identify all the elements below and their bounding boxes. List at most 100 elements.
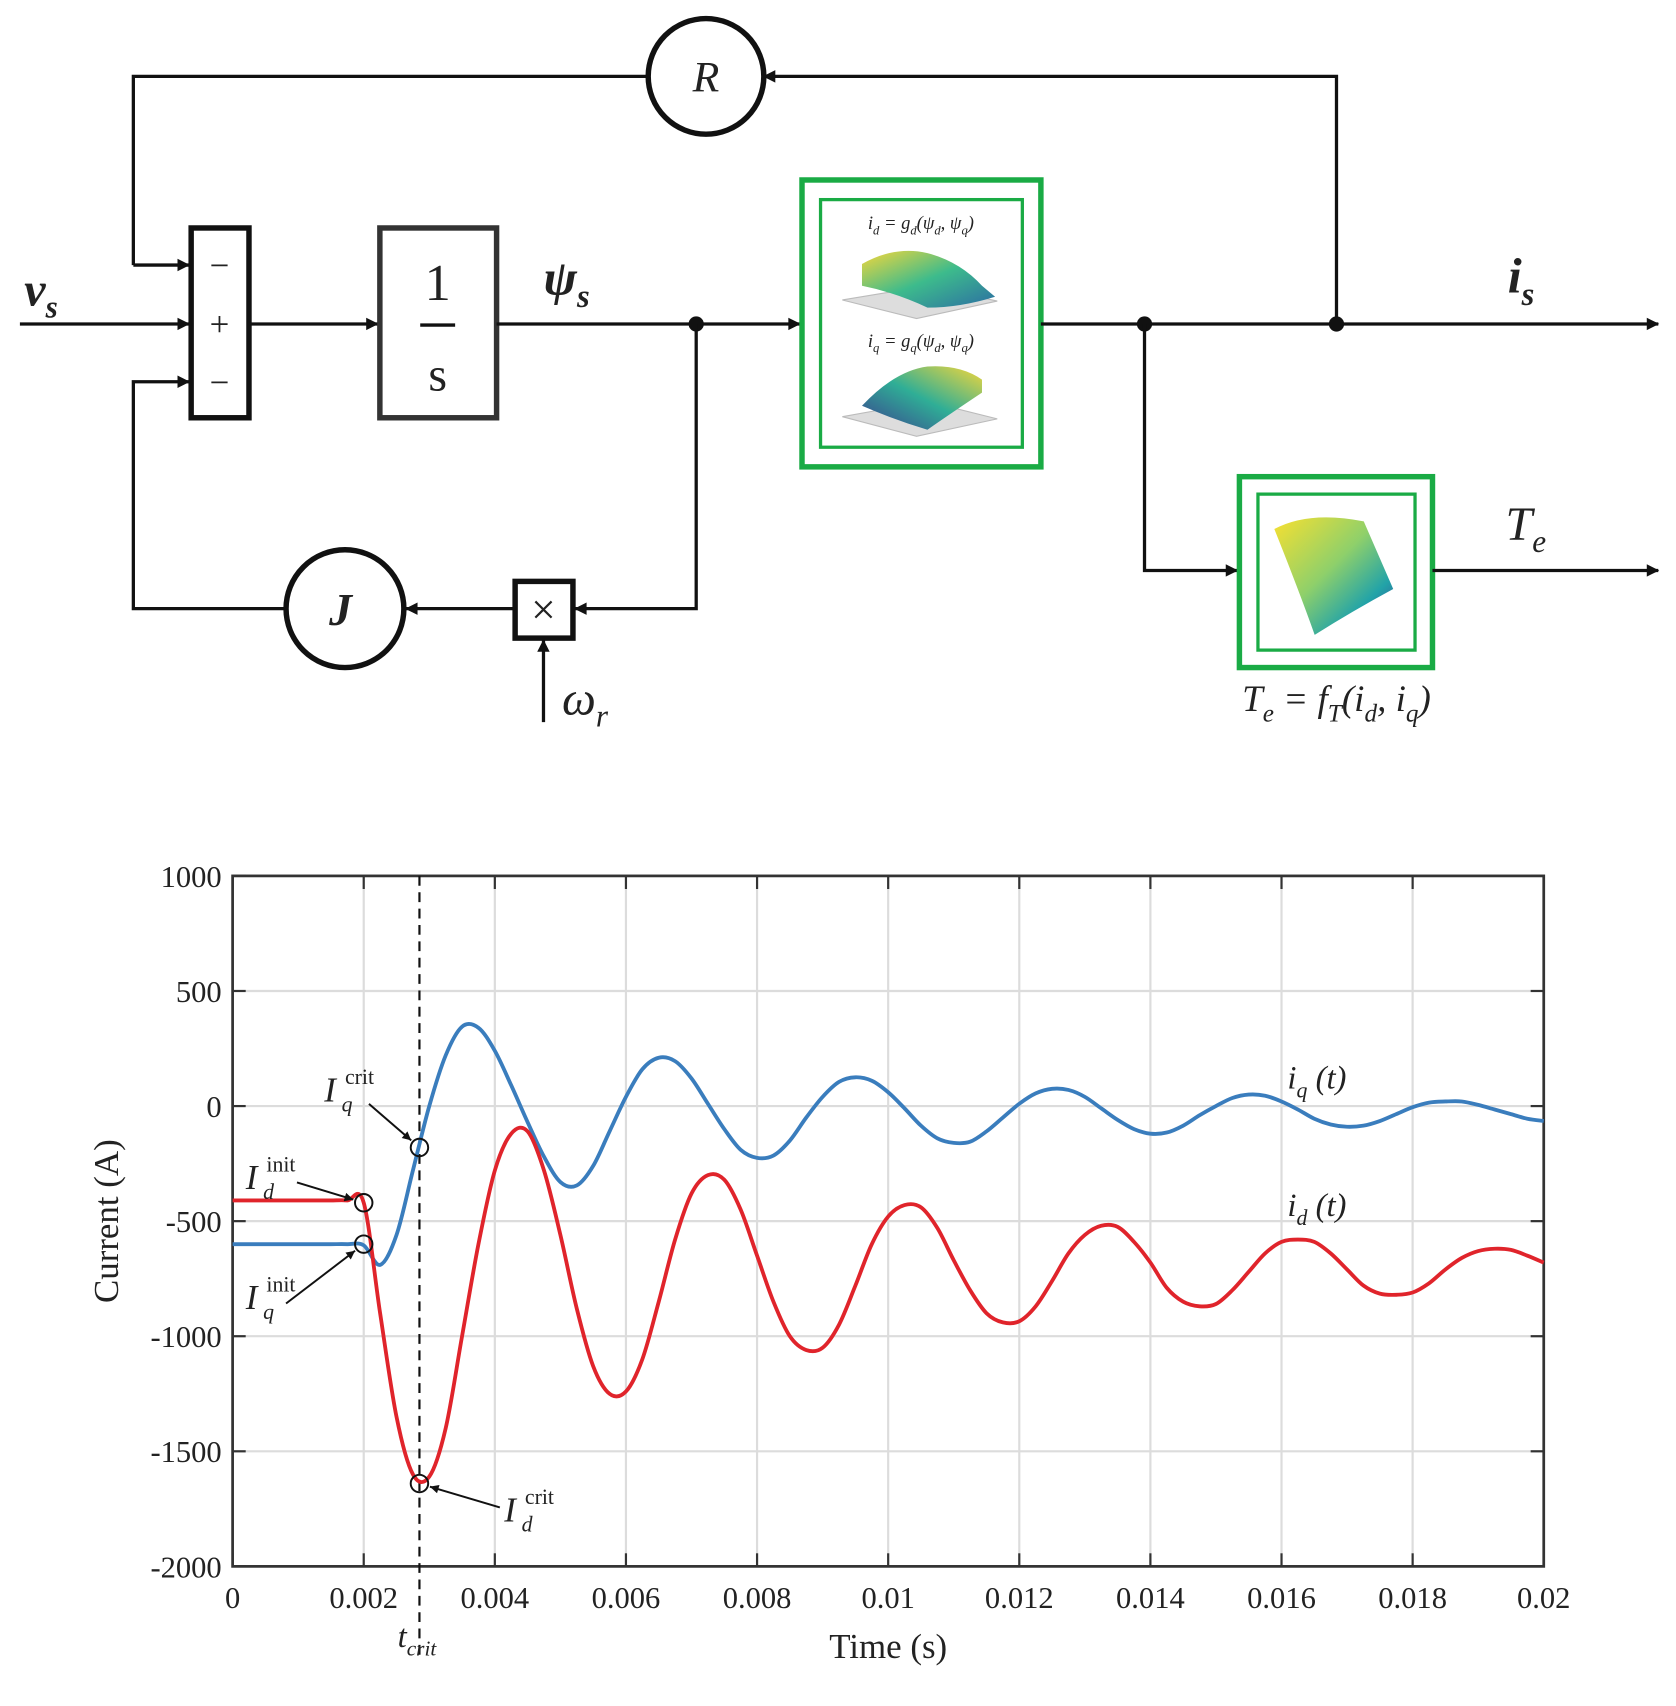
formula: id = gd(ψd, ψq) [868,213,974,237]
y-tick-label: -500 [166,1205,222,1239]
sum-block [188,225,252,421]
formula-text: = g [879,331,910,352]
formula-text: , i [1377,679,1406,720]
signal-label-base: ω [562,672,596,725]
series-label: id (t) [1287,1188,1346,1230]
formula-text: ) [967,213,974,234]
annotation-sup: init [266,1153,295,1177]
formula-text: (ψ [917,331,935,352]
formula-text: , ψ [941,331,962,352]
annotation-base: I [245,1158,259,1197]
critical-time-label-base: t [398,1619,408,1655]
x-tick-label: 0.002 [329,1581,398,1615]
gain-circle [283,547,407,671]
sign: − [210,363,230,402]
annotation-base: I [245,1278,259,1317]
wire [131,375,287,611]
annotation-sub: d [263,1180,274,1204]
annotation-sub: q [263,1300,274,1324]
formula-sub: d [934,341,941,355]
gain-circle [645,15,767,137]
x-tick-label: 0.018 [1378,1581,1447,1615]
junction [1328,316,1345,332]
series-name: i [1287,1188,1296,1224]
formula-sub: d [934,223,941,237]
x-tick-label: 0.012 [985,1581,1054,1615]
signal-label-sub: s [1521,277,1535,313]
formula-sub: e [1263,701,1274,728]
formula-text: ) [1417,679,1431,720]
annotation-sub: q [342,1093,353,1117]
series-name: i [1287,1061,1296,1097]
annotation-sup: init [266,1272,295,1296]
signal-label: ψs [543,250,589,316]
signal-label-sub: s [576,279,590,315]
formula-text: ) [967,331,974,352]
sign: − [210,246,230,285]
series-line [232,1022,1545,1267]
plot-frame [231,874,1546,1568]
signal-label-sub: r [596,698,609,733]
annotation-arrow [296,1181,354,1202]
signal-label-sub: e [1532,524,1546,559]
annotation-sub: d [522,1512,533,1536]
formula-sub: q [961,223,967,237]
formula-sub: T [1328,701,1344,728]
x-tick-label: 0 [225,1581,240,1615]
series-sub: d [1297,1206,1308,1230]
series-line [232,1125,1545,1484]
x-tick-label: 0.02 [1517,1581,1570,1615]
surface [861,250,996,308]
block-label: R [692,54,720,102]
integrator-block [377,225,500,421]
signal-label-base: T [1506,498,1536,551]
series-arg: (t) [1307,1061,1346,1097]
formula-sub: q [910,341,916,355]
formula-sub: d [910,223,917,237]
series-label: iq (t) [1287,1061,1346,1103]
formula-sub: d [1364,701,1377,728]
block-label: s [428,349,447,402]
block-label: J [328,584,354,635]
x-tick-label: 0.006 [592,1581,661,1615]
y-tick-label: 1000 [161,860,222,894]
wire [1142,323,1239,577]
x-axis-label: Time (s) [829,1627,947,1666]
signal-label: Te [1506,498,1547,559]
y-tick-label: -1500 [150,1435,221,1469]
y-tick-label: 500 [176,975,222,1009]
critical-time-label: tcrit [398,1619,438,1660]
annotation-marker [409,1137,430,1158]
formula-text: (i [1342,679,1365,720]
junction [688,316,704,332]
annotation-arrow [285,1250,356,1305]
formula-sub: q [1406,701,1419,728]
formula-text: = f [1274,679,1333,720]
y-tick-label: -2000 [150,1550,221,1584]
signal-label: is [1508,247,1535,313]
y-tick-label: -1000 [150,1320,221,1354]
junction [1136,316,1153,332]
annotation-base: I [323,1071,337,1110]
surface [861,366,982,430]
wire [762,70,1339,324]
wire [574,323,698,615]
series-arg: (t) [1307,1188,1346,1224]
formula-text: i [868,331,873,352]
block-diagram [19,15,1660,723]
block-label: 1 [425,254,451,312]
lookup-inner [818,197,1024,449]
annotation-arrow [429,1484,501,1509]
formula: iq = gq(ψd, ψq) [868,331,974,355]
formula-text: i [868,213,873,234]
formula: Te = fT(id, iq) [1242,679,1431,727]
sign: + [210,305,230,344]
signal-label-sub: s [45,289,58,324]
annotation-sup: crit [345,1065,374,1089]
lookup-inner [1256,492,1417,652]
wire [131,74,649,266]
signal-label-base: i [1508,247,1522,303]
formula-text: , ψ [941,213,962,234]
formula-sub: q [873,341,879,355]
